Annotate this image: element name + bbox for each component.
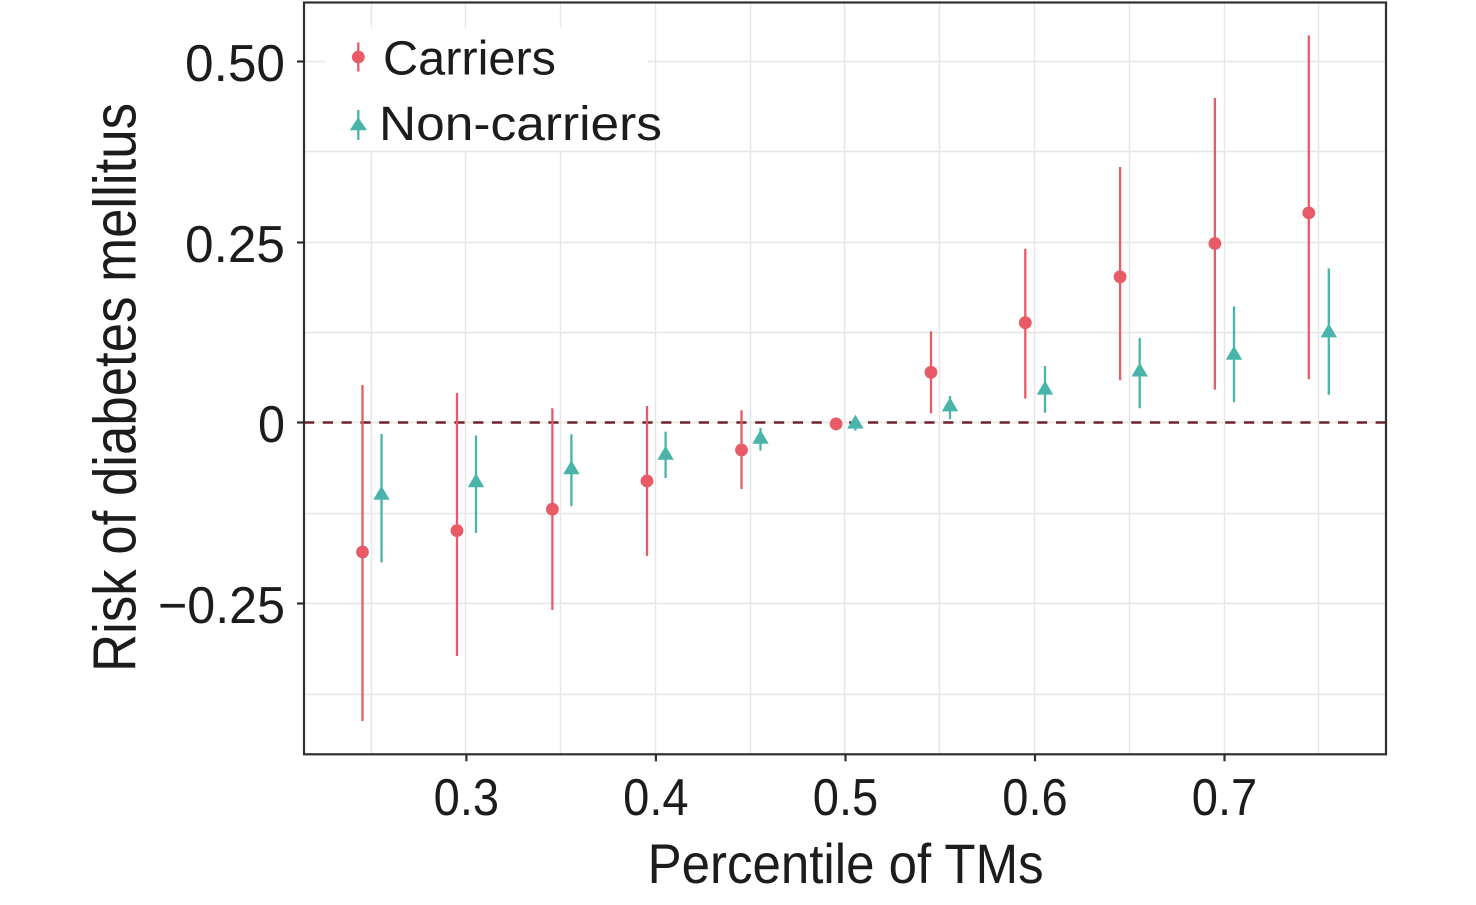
svg-text:0.7: 0.7 bbox=[1192, 769, 1258, 827]
svg-text:Non-carriers: Non-carriers bbox=[379, 98, 662, 151]
svg-text:0.6: 0.6 bbox=[1002, 769, 1068, 827]
svg-text:0: 0 bbox=[258, 396, 285, 454]
svg-text:−0.25: −0.25 bbox=[158, 577, 285, 635]
svg-text:0.25: 0.25 bbox=[185, 216, 285, 274]
svg-text:0.3: 0.3 bbox=[434, 769, 500, 827]
svg-text:Risk of diabetes mellitus: Risk of diabetes mellitus bbox=[82, 103, 149, 672]
svg-text:0.50: 0.50 bbox=[185, 35, 285, 93]
svg-text:0.5: 0.5 bbox=[813, 769, 879, 827]
svg-text:0.4: 0.4 bbox=[623, 769, 689, 827]
svg-text:Carriers: Carriers bbox=[383, 33, 556, 86]
svg-text:Percentile of TMs: Percentile of TMs bbox=[648, 832, 1044, 895]
